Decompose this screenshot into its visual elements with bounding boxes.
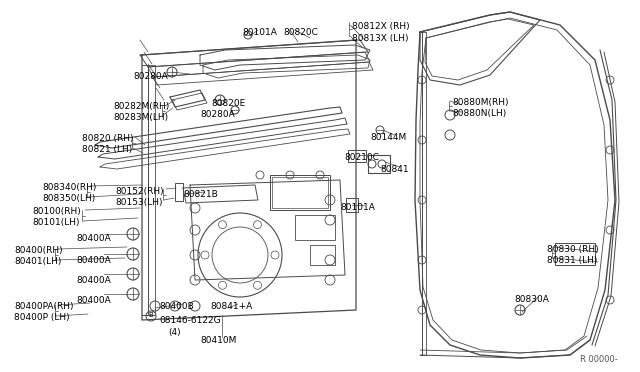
- Bar: [175, 183, 183, 201]
- Text: 80813X (LH): 80813X (LH): [352, 34, 408, 43]
- Text: 08146-6122G: 08146-6122G: [159, 316, 221, 325]
- Text: 80153(LH): 80153(LH): [115, 198, 163, 207]
- Text: 80400(RH): 80400(RH): [14, 246, 63, 255]
- Bar: [270, 175, 330, 210]
- Text: 80100(RH): 80100(RH): [32, 207, 81, 216]
- Text: 80400PA(RH): 80400PA(RH): [14, 302, 74, 311]
- Bar: [272, 177, 328, 208]
- Text: (4): (4): [168, 328, 180, 337]
- Text: 80282M(RH): 80282M(RH): [113, 102, 169, 111]
- Text: B: B: [148, 312, 153, 318]
- Text: 80821 (LH): 80821 (LH): [82, 145, 132, 154]
- Text: 80821B: 80821B: [183, 190, 218, 199]
- Bar: [555, 243, 595, 265]
- Text: 80820C: 80820C: [283, 28, 318, 37]
- Bar: [346, 198, 358, 212]
- Text: 80400A: 80400A: [76, 276, 111, 285]
- Bar: [310, 245, 335, 265]
- Bar: [295, 215, 335, 240]
- Bar: [348, 150, 366, 162]
- Text: 80410M: 80410M: [200, 336, 236, 345]
- Text: 80830 (RH): 80830 (RH): [547, 245, 598, 254]
- Bar: [368, 155, 390, 173]
- Text: 80841: 80841: [380, 165, 408, 174]
- Text: 80400A: 80400A: [76, 256, 111, 265]
- Text: 80880M(RH): 80880M(RH): [452, 98, 509, 107]
- Text: 80101A: 80101A: [242, 28, 277, 37]
- Text: 80820E: 80820E: [211, 99, 245, 108]
- Text: 80400P (LH): 80400P (LH): [14, 313, 70, 322]
- Text: 80283M(LH): 80283M(LH): [113, 113, 168, 122]
- Text: R 00000-: R 00000-: [580, 355, 618, 364]
- Text: 80280A: 80280A: [133, 72, 168, 81]
- Text: 80101A: 80101A: [340, 203, 375, 212]
- Text: 80830A: 80830A: [514, 295, 549, 304]
- Text: 80400B: 80400B: [159, 302, 194, 311]
- Text: 80280A: 80280A: [200, 110, 235, 119]
- Text: 80820 (RH): 80820 (RH): [82, 134, 134, 143]
- Text: 80880N(LH): 80880N(LH): [452, 109, 506, 118]
- Text: 80831 (LH): 80831 (LH): [547, 256, 597, 265]
- Text: 80101(LH): 80101(LH): [32, 218, 79, 227]
- Text: 808350(LH): 808350(LH): [42, 194, 95, 203]
- Text: 80400A: 80400A: [76, 234, 111, 243]
- Text: 80812X (RH): 80812X (RH): [352, 22, 410, 31]
- Text: 80152(RH): 80152(RH): [115, 187, 164, 196]
- Text: 80144M: 80144M: [370, 133, 406, 142]
- Text: 80400A: 80400A: [76, 296, 111, 305]
- Text: 80401(LH): 80401(LH): [14, 257, 61, 266]
- Text: 808340(RH): 808340(RH): [42, 183, 97, 192]
- Text: 80841+A: 80841+A: [210, 302, 252, 311]
- Text: 80210C: 80210C: [344, 153, 379, 162]
